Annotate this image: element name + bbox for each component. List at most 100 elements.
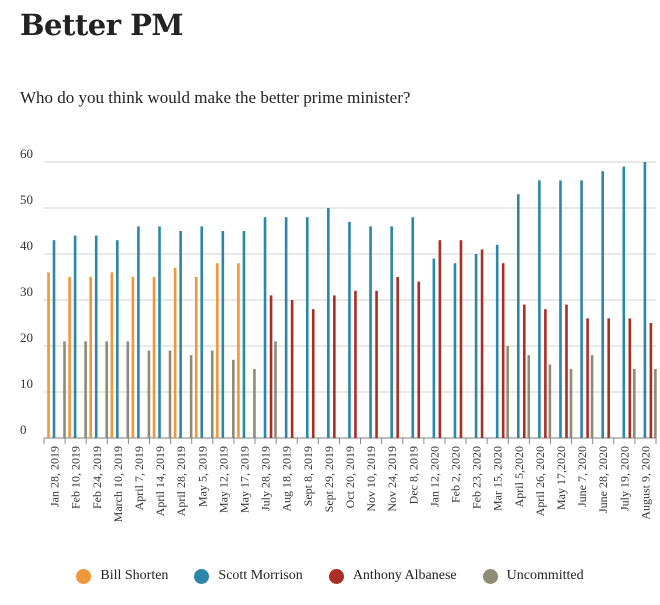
bar-bill-shorten [89, 277, 93, 438]
bar-scott-morrison [411, 217, 415, 438]
bar-anthony-albanese [565, 304, 568, 438]
legend-label: Uncommitted [506, 568, 584, 583]
legend-item-scott-morrison[interactable]: Scott Morrison [194, 568, 303, 584]
bar-scott-morrison [390, 226, 393, 438]
bar-uncommitted [84, 341, 87, 438]
bar-anthony-albanese [544, 309, 547, 438]
bar-scott-morrison [559, 180, 562, 438]
x-tick-label: July 28, 2019 [259, 446, 273, 511]
y-tick-label: 60 [20, 146, 33, 161]
bar-uncommitted [105, 341, 109, 438]
bar-bill-shorten [110, 272, 114, 438]
bar-uncommitted [232, 359, 235, 438]
x-tick-label: Oct 20, 2019 [343, 446, 357, 508]
x-tick-label: Dec 8, 2019 [406, 446, 420, 504]
bar-anthony-albanese [354, 290, 357, 438]
chart-subtitle: Who do you think would make the better p… [20, 88, 411, 107]
bar-scott-morrison [348, 221, 351, 438]
bar-scott-morrison [158, 226, 161, 438]
x-tick-label: Jan 28, 2019 [48, 446, 62, 507]
bar-uncommitted [548, 364, 552, 438]
x-tick-label: July 19, 2020 [617, 446, 631, 511]
bar-scott-morrison [453, 263, 457, 438]
bar-uncommitted [126, 341, 130, 438]
bar-scott-morrison [327, 208, 330, 438]
bar-uncommitted [63, 341, 66, 438]
legend: Bill Shorten Scott Morrison Anthony Alba… [0, 568, 660, 584]
bar-scott-morrison [221, 231, 225, 438]
bar-uncommitted [569, 369, 573, 438]
bar-anthony-albanese [649, 323, 653, 438]
legend-item-bill-shorten[interactable]: Bill Shorten [76, 568, 168, 584]
bar-bill-shorten [152, 277, 156, 438]
x-tick-label: March 10, 2019 [111, 446, 125, 522]
bar-anthony-albanese [522, 304, 526, 438]
bar-scott-morrison [516, 194, 520, 438]
bar-scott-morrison [137, 226, 140, 438]
bar-scott-morrison [200, 226, 204, 438]
bar-uncommitted [253, 369, 256, 438]
x-tick-label: Feb 24, 2019 [90, 446, 104, 509]
x-tick-label: August 9, 2020 [638, 446, 652, 520]
bar-scott-morrison [432, 258, 436, 438]
bar-anthony-albanese [311, 309, 315, 438]
bar-anthony-albanese [607, 318, 610, 438]
legend-label: Anthony Albanese [352, 568, 457, 583]
bar-scott-morrison [369, 226, 372, 438]
bar-scott-morrison [643, 162, 647, 438]
x-tick-label: April 28, 2019 [174, 446, 188, 516]
x-tick-label: Jan 12, 2020 [427, 446, 441, 507]
bar-scott-morrison [116, 240, 119, 438]
bar-uncommitted [168, 350, 172, 438]
bar-uncommitted [590, 355, 594, 438]
bar-uncommitted [632, 369, 636, 438]
bar-scott-morrison [263, 217, 267, 438]
legend-item-anthony-albanese[interactable]: Anthony Albanese [328, 568, 457, 584]
legend-swatch-icon [482, 568, 498, 584]
y-tick-label: 20 [20, 330, 33, 345]
y-tick-label: 30 [20, 284, 33, 299]
bar-uncommitted [274, 341, 277, 438]
bar-bill-shorten [194, 277, 198, 438]
x-tick-label: Feb 23, 2020 [470, 446, 484, 509]
bar-anthony-albanese [628, 318, 632, 438]
bar-scott-morrison [73, 235, 77, 438]
bar-bill-shorten [131, 277, 135, 438]
bar-uncommitted [189, 355, 193, 438]
x-tick-label: Sept 8, 2019 [301, 446, 315, 506]
x-tick-label: June 28, 2020 [596, 446, 610, 513]
legend-label: Scott Morrison [218, 568, 303, 583]
chart-title: Better PM [20, 8, 184, 42]
y-tick-label: 40 [20, 238, 33, 253]
bar-scott-morrison [284, 217, 288, 438]
bar-anthony-albanese [396, 277, 399, 438]
bar-chart: 0 10 20 30 40 50 60 Jan 28, 2019 Feb 10, 2019 Feb… [20, 146, 657, 522]
bar-bill-shorten [237, 263, 240, 438]
y-tick-label: 10 [20, 376, 33, 391]
bar-scott-morrison [305, 217, 309, 438]
legend-item-uncommitted[interactable]: Uncommitted [482, 568, 584, 584]
x-tick-label: May 17,2020 [554, 446, 568, 510]
x-tick-label: Mar 15, 2020 [491, 446, 505, 511]
x-tick-label: Sept 29, 2019 [322, 446, 336, 512]
bar-bill-shorten [216, 263, 219, 438]
bar-anthony-albanese [501, 263, 505, 438]
bar-scott-morrison [179, 231, 182, 438]
bar-uncommitted [506, 346, 509, 438]
x-tick-label: April 14, 2019 [153, 446, 167, 516]
x-tick-label: Nov 24, 2019 [385, 446, 399, 512]
bar-bill-shorten [47, 272, 50, 438]
bar-scott-morrison [52, 240, 56, 438]
bar-uncommitted [527, 355, 531, 438]
bar-anthony-albanese [290, 300, 294, 438]
bar-scott-morrison [242, 231, 246, 438]
bar-scott-morrison [601, 171, 604, 438]
y-tick-label: 0 [20, 422, 27, 437]
x-tick-label: June 7, 2020 [575, 446, 589, 507]
legend-swatch-icon [328, 568, 344, 584]
x-tick-label: May 17, 2019 [237, 446, 251, 513]
bar-scott-morrison [474, 254, 478, 438]
x-tick-label: May 12, 2019 [216, 446, 230, 513]
bar-bill-shorten [68, 277, 71, 438]
bar-uncommitted [210, 350, 214, 438]
